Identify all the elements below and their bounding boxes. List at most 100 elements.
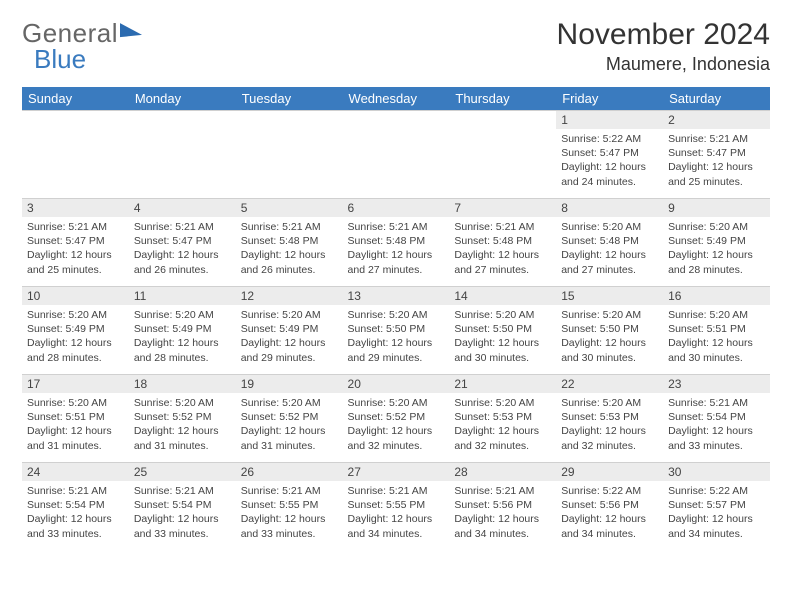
calendar-week-row: 3Sunrise: 5:21 AMSunset: 5:47 PMDaylight… bbox=[22, 199, 770, 287]
day-number: 11 bbox=[129, 287, 236, 305]
calendar-cell: 22Sunrise: 5:20 AMSunset: 5:53 PMDayligh… bbox=[556, 375, 663, 463]
day-details: Sunrise: 5:21 AMSunset: 5:54 PMDaylight:… bbox=[663, 393, 770, 457]
day-number: 9 bbox=[663, 199, 770, 217]
calendar-cell: 14Sunrise: 5:20 AMSunset: 5:50 PMDayligh… bbox=[449, 287, 556, 375]
calendar-cell: 1Sunrise: 5:22 AMSunset: 5:47 PMDaylight… bbox=[556, 111, 663, 199]
day-details: Sunrise: 5:20 AMSunset: 5:51 PMDaylight:… bbox=[22, 393, 129, 457]
day-number: 1 bbox=[556, 111, 663, 129]
day-number: 27 bbox=[343, 463, 450, 481]
day-details: Sunrise: 5:20 AMSunset: 5:48 PMDaylight:… bbox=[556, 217, 663, 281]
calendar-cell: 11Sunrise: 5:20 AMSunset: 5:49 PMDayligh… bbox=[129, 287, 236, 375]
calendar-cell: 5Sunrise: 5:21 AMSunset: 5:48 PMDaylight… bbox=[236, 199, 343, 287]
location-label: Maumere, Indonesia bbox=[557, 54, 770, 75]
header: General November 2024 Maumere, Indonesia bbox=[22, 18, 770, 75]
calendar-cell: 4Sunrise: 5:21 AMSunset: 5:47 PMDaylight… bbox=[129, 199, 236, 287]
day-details: Sunrise: 5:20 AMSunset: 5:51 PMDaylight:… bbox=[663, 305, 770, 369]
day-number: 26 bbox=[236, 463, 343, 481]
calendar-cell: 13Sunrise: 5:20 AMSunset: 5:50 PMDayligh… bbox=[343, 287, 450, 375]
calendar-cell: 9Sunrise: 5:20 AMSunset: 5:49 PMDaylight… bbox=[663, 199, 770, 287]
day-details: Sunrise: 5:21 AMSunset: 5:47 PMDaylight:… bbox=[663, 129, 770, 193]
day-details: Sunrise: 5:20 AMSunset: 5:49 PMDaylight:… bbox=[236, 305, 343, 369]
weekday-header: Sunday bbox=[22, 87, 129, 111]
day-number: 23 bbox=[663, 375, 770, 393]
day-details: Sunrise: 5:22 AMSunset: 5:56 PMDaylight:… bbox=[556, 481, 663, 545]
calendar-cell: 30Sunrise: 5:22 AMSunset: 5:57 PMDayligh… bbox=[663, 463, 770, 551]
calendar-cell: 25Sunrise: 5:21 AMSunset: 5:54 PMDayligh… bbox=[129, 463, 236, 551]
calendar-cell bbox=[22, 111, 129, 199]
calendar-cell: 27Sunrise: 5:21 AMSunset: 5:55 PMDayligh… bbox=[343, 463, 450, 551]
calendar-cell: 18Sunrise: 5:20 AMSunset: 5:52 PMDayligh… bbox=[129, 375, 236, 463]
day-details: Sunrise: 5:21 AMSunset: 5:55 PMDaylight:… bbox=[236, 481, 343, 545]
day-details: Sunrise: 5:21 AMSunset: 5:47 PMDaylight:… bbox=[22, 217, 129, 281]
day-details: Sunrise: 5:20 AMSunset: 5:50 PMDaylight:… bbox=[449, 305, 556, 369]
calendar-week-row: 1Sunrise: 5:22 AMSunset: 5:47 PMDaylight… bbox=[22, 111, 770, 199]
day-details: Sunrise: 5:21 AMSunset: 5:54 PMDaylight:… bbox=[129, 481, 236, 545]
calendar-week-row: 24Sunrise: 5:21 AMSunset: 5:54 PMDayligh… bbox=[22, 463, 770, 551]
month-title: November 2024 bbox=[557, 18, 770, 52]
day-details: Sunrise: 5:21 AMSunset: 5:47 PMDaylight:… bbox=[129, 217, 236, 281]
weekday-header: Saturday bbox=[663, 87, 770, 111]
day-number: 15 bbox=[556, 287, 663, 305]
calendar-cell: 10Sunrise: 5:20 AMSunset: 5:49 PMDayligh… bbox=[22, 287, 129, 375]
day-details: Sunrise: 5:20 AMSunset: 5:53 PMDaylight:… bbox=[449, 393, 556, 457]
day-number: 5 bbox=[236, 199, 343, 217]
calendar-cell: 8Sunrise: 5:20 AMSunset: 5:48 PMDaylight… bbox=[556, 199, 663, 287]
day-details: Sunrise: 5:21 AMSunset: 5:54 PMDaylight:… bbox=[22, 481, 129, 545]
day-details: Sunrise: 5:20 AMSunset: 5:49 PMDaylight:… bbox=[129, 305, 236, 369]
calendar-cell: 7Sunrise: 5:21 AMSunset: 5:48 PMDaylight… bbox=[449, 199, 556, 287]
day-number: 29 bbox=[556, 463, 663, 481]
day-details: Sunrise: 5:20 AMSunset: 5:52 PMDaylight:… bbox=[236, 393, 343, 457]
day-number: 6 bbox=[343, 199, 450, 217]
day-number: 19 bbox=[236, 375, 343, 393]
title-block: November 2024 Maumere, Indonesia bbox=[557, 18, 770, 75]
day-details: Sunrise: 5:21 AMSunset: 5:56 PMDaylight:… bbox=[449, 481, 556, 545]
day-details: Sunrise: 5:20 AMSunset: 5:49 PMDaylight:… bbox=[663, 217, 770, 281]
day-details: Sunrise: 5:22 AMSunset: 5:57 PMDaylight:… bbox=[663, 481, 770, 545]
day-number: 10 bbox=[22, 287, 129, 305]
day-details: Sunrise: 5:21 AMSunset: 5:48 PMDaylight:… bbox=[236, 217, 343, 281]
day-number: 12 bbox=[236, 287, 343, 305]
weekday-header-row: Sunday Monday Tuesday Wednesday Thursday… bbox=[22, 87, 770, 111]
calendar-cell: 28Sunrise: 5:21 AMSunset: 5:56 PMDayligh… bbox=[449, 463, 556, 551]
day-details: Sunrise: 5:20 AMSunset: 5:52 PMDaylight:… bbox=[343, 393, 450, 457]
calendar-cell: 23Sunrise: 5:21 AMSunset: 5:54 PMDayligh… bbox=[663, 375, 770, 463]
calendar-cell bbox=[343, 111, 450, 199]
day-details: Sunrise: 5:20 AMSunset: 5:52 PMDaylight:… bbox=[129, 393, 236, 457]
day-details: Sunrise: 5:22 AMSunset: 5:47 PMDaylight:… bbox=[556, 129, 663, 193]
day-number: 20 bbox=[343, 375, 450, 393]
calendar-cell: 15Sunrise: 5:20 AMSunset: 5:50 PMDayligh… bbox=[556, 287, 663, 375]
calendar-cell: 26Sunrise: 5:21 AMSunset: 5:55 PMDayligh… bbox=[236, 463, 343, 551]
calendar-table: Sunday Monday Tuesday Wednesday Thursday… bbox=[22, 87, 770, 551]
day-number: 3 bbox=[22, 199, 129, 217]
calendar-cell bbox=[449, 111, 556, 199]
day-details: Sunrise: 5:20 AMSunset: 5:49 PMDaylight:… bbox=[22, 305, 129, 369]
weekday-header: Wednesday bbox=[343, 87, 450, 111]
day-number: 17 bbox=[22, 375, 129, 393]
calendar-cell bbox=[236, 111, 343, 199]
day-number: 18 bbox=[129, 375, 236, 393]
day-number: 16 bbox=[663, 287, 770, 305]
day-number: 7 bbox=[449, 199, 556, 217]
calendar-week-row: 17Sunrise: 5:20 AMSunset: 5:51 PMDayligh… bbox=[22, 375, 770, 463]
logo-text-blue: Blue bbox=[34, 44, 86, 75]
calendar-cell: 24Sunrise: 5:21 AMSunset: 5:54 PMDayligh… bbox=[22, 463, 129, 551]
calendar-cell: 6Sunrise: 5:21 AMSunset: 5:48 PMDaylight… bbox=[343, 199, 450, 287]
day-number: 14 bbox=[449, 287, 556, 305]
calendar-cell: 2Sunrise: 5:21 AMSunset: 5:47 PMDaylight… bbox=[663, 111, 770, 199]
calendar-cell: 3Sunrise: 5:21 AMSunset: 5:47 PMDaylight… bbox=[22, 199, 129, 287]
day-number: 28 bbox=[449, 463, 556, 481]
day-number: 13 bbox=[343, 287, 450, 305]
calendar-cell: 16Sunrise: 5:20 AMSunset: 5:51 PMDayligh… bbox=[663, 287, 770, 375]
calendar-cell: 19Sunrise: 5:20 AMSunset: 5:52 PMDayligh… bbox=[236, 375, 343, 463]
day-number: 21 bbox=[449, 375, 556, 393]
day-number: 2 bbox=[663, 111, 770, 129]
calendar-cell: 17Sunrise: 5:20 AMSunset: 5:51 PMDayligh… bbox=[22, 375, 129, 463]
calendar-week-row: 10Sunrise: 5:20 AMSunset: 5:49 PMDayligh… bbox=[22, 287, 770, 375]
day-details: Sunrise: 5:21 AMSunset: 5:48 PMDaylight:… bbox=[449, 217, 556, 281]
calendar-cell: 21Sunrise: 5:20 AMSunset: 5:53 PMDayligh… bbox=[449, 375, 556, 463]
weekday-header: Thursday bbox=[449, 87, 556, 111]
day-number: 24 bbox=[22, 463, 129, 481]
day-details: Sunrise: 5:21 AMSunset: 5:48 PMDaylight:… bbox=[343, 217, 450, 281]
day-number: 25 bbox=[129, 463, 236, 481]
day-number: 22 bbox=[556, 375, 663, 393]
